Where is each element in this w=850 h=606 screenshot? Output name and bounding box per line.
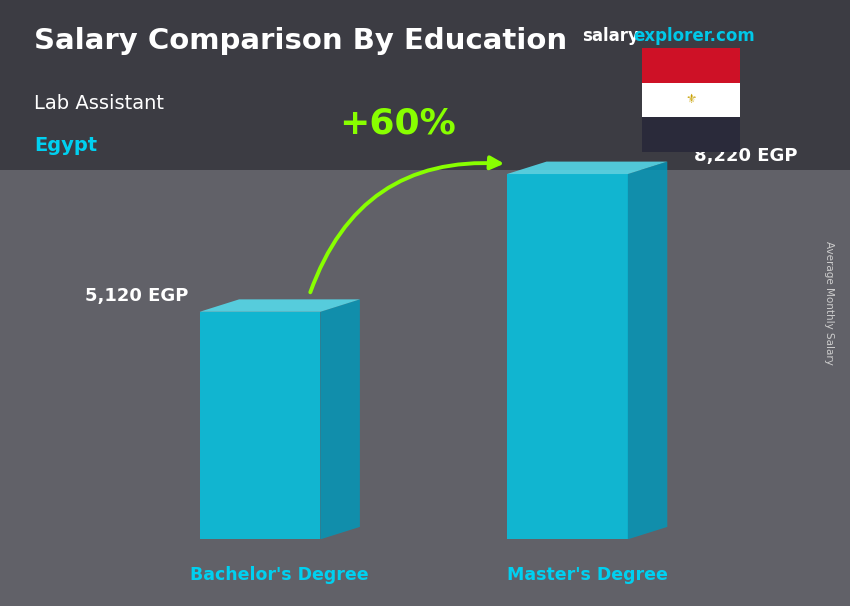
Text: ⚜: ⚜ xyxy=(685,93,696,107)
Text: Lab Assistant: Lab Assistant xyxy=(34,94,164,113)
Text: 8,220 EGP: 8,220 EGP xyxy=(694,147,797,165)
Text: explorer.com: explorer.com xyxy=(633,27,755,45)
Text: 5,120 EGP: 5,120 EGP xyxy=(85,287,189,305)
Polygon shape xyxy=(628,162,667,539)
Text: Master's Degree: Master's Degree xyxy=(507,566,667,584)
Text: Bachelor's Degree: Bachelor's Degree xyxy=(190,566,369,584)
Polygon shape xyxy=(507,162,667,174)
Polygon shape xyxy=(320,299,360,539)
Bar xyxy=(642,83,740,117)
Text: Egypt: Egypt xyxy=(34,136,97,155)
Bar xyxy=(642,117,740,152)
Text: Salary Comparison By Education: Salary Comparison By Education xyxy=(34,27,567,55)
Text: salary: salary xyxy=(582,27,639,45)
Polygon shape xyxy=(507,174,628,539)
Text: +60%: +60% xyxy=(339,107,456,141)
Bar xyxy=(642,48,740,83)
Polygon shape xyxy=(200,299,360,312)
Polygon shape xyxy=(200,312,320,539)
FancyArrowPatch shape xyxy=(310,158,500,292)
Text: Average Monthly Salary: Average Monthly Salary xyxy=(824,241,834,365)
